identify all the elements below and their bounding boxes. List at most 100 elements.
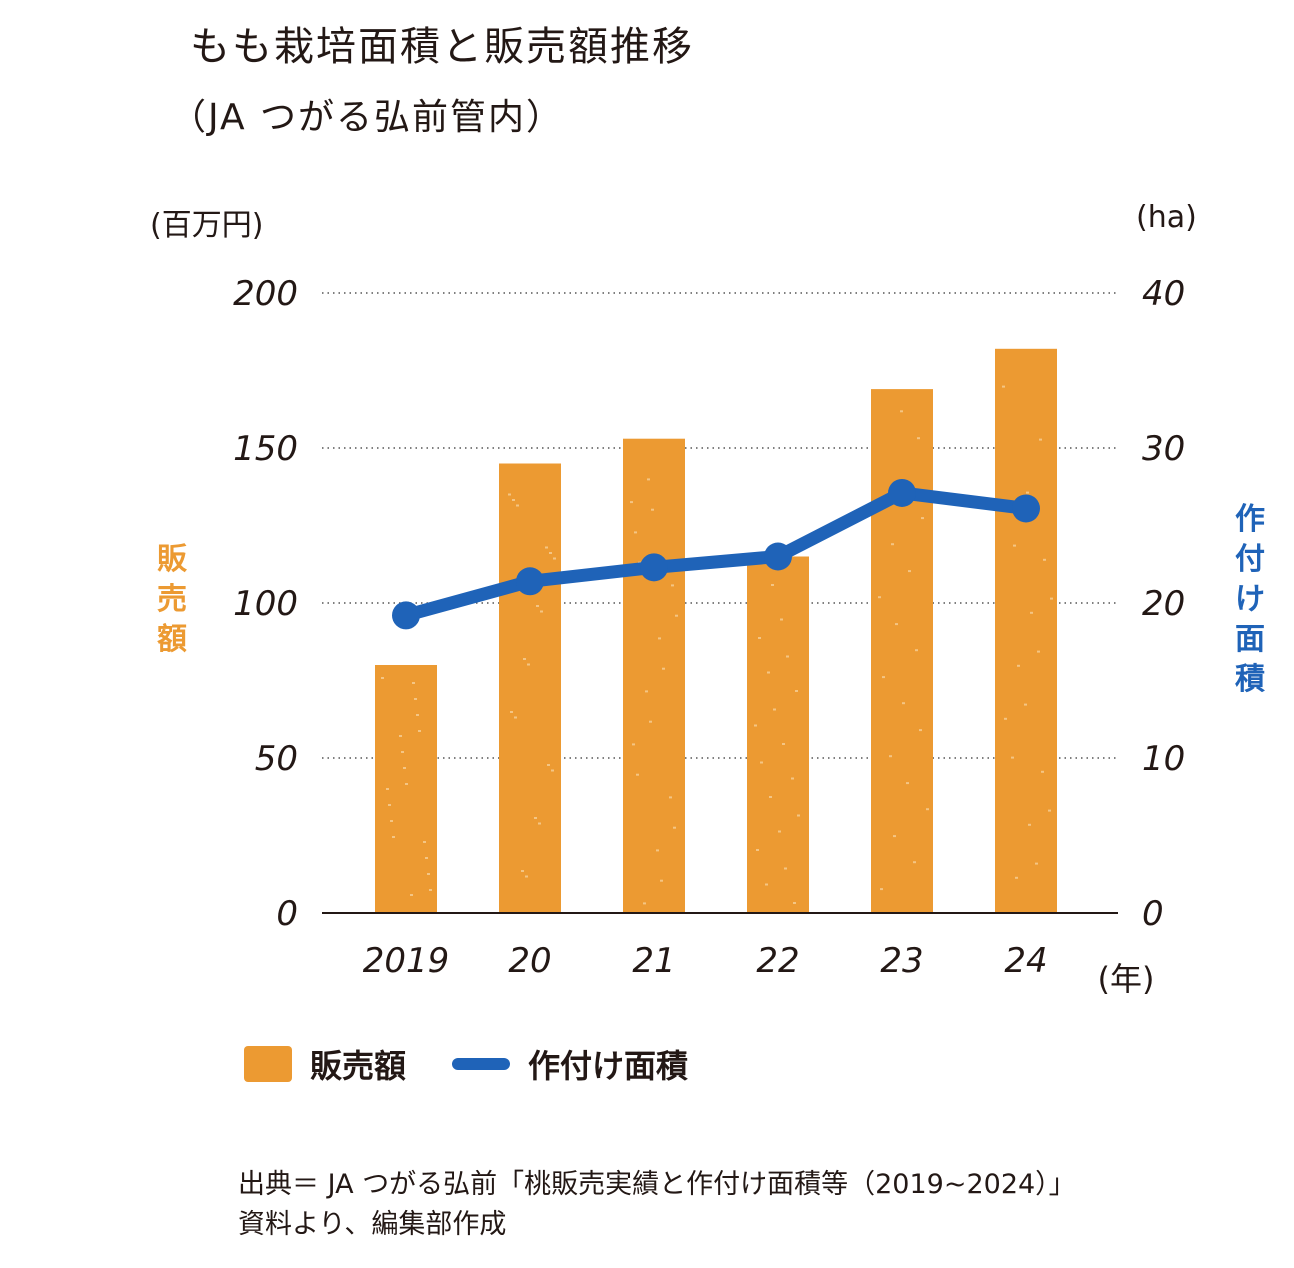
bar-texture <box>553 557 556 560</box>
bar-texture <box>771 584 774 586</box>
bar-texture <box>414 698 417 700</box>
bar-texture <box>1050 597 1053 600</box>
x-tick-label: 20 <box>508 941 551 981</box>
bar-texture <box>410 894 413 896</box>
bar-texture <box>412 682 415 684</box>
bar-texture <box>915 649 918 652</box>
bar-texture <box>767 671 770 674</box>
bar-texture <box>765 883 768 886</box>
right-tick-label: 40 <box>1142 274 1185 314</box>
bar-texture <box>906 782 909 785</box>
bar-texture <box>538 822 541 825</box>
bar-texture <box>1002 385 1005 388</box>
bar-texture <box>919 729 922 732</box>
bar-texture <box>390 820 393 822</box>
legend-line-label: 作付け面積 <box>528 1047 689 1085</box>
bar-texture <box>512 499 515 501</box>
bar-texture <box>902 702 905 705</box>
bar-texture <box>636 773 639 776</box>
x-axis-unit: (年) <box>1098 960 1155 998</box>
bar <box>499 463 561 913</box>
bar <box>995 348 1057 913</box>
left-tick-label: 200 <box>233 274 298 314</box>
bar-texture <box>521 870 524 872</box>
left-axis-unit: (百万円) <box>150 208 264 243</box>
bar-texture <box>418 730 421 732</box>
bar-texture <box>540 610 543 613</box>
line-point <box>392 601 420 630</box>
bar-texture <box>658 637 661 640</box>
bar-texture <box>527 663 530 666</box>
bar-texture <box>786 655 789 658</box>
bar-texture <box>891 543 894 546</box>
bar-texture <box>551 769 554 772</box>
line-series <box>399 486 1033 622</box>
bar-texture <box>1035 862 1038 865</box>
chart-title: もも栽培面積と販売額推移 <box>190 24 694 70</box>
bar-texture <box>926 808 929 811</box>
x-tick-label: 22 <box>756 941 799 981</box>
x-tick-label: 24 <box>1004 941 1047 981</box>
legend: 販売額 作付け面積 <box>244 1040 688 1088</box>
bar-texture <box>900 410 903 413</box>
right-tick-label: 10 <box>1142 739 1185 779</box>
bar-texture <box>1041 770 1044 773</box>
bar-texture <box>917 437 920 440</box>
bar-texture <box>880 888 883 891</box>
bar-texture <box>545 546 548 549</box>
line-point <box>1012 494 1040 523</box>
bar-texture <box>895 623 898 626</box>
bar-texture <box>632 743 635 746</box>
bar-texture <box>893 835 896 838</box>
line-point <box>640 553 668 582</box>
bar-texture <box>647 478 650 481</box>
bar-texture <box>1004 717 1007 720</box>
bar-texture <box>510 711 513 713</box>
bar-texture <box>651 508 654 511</box>
bar-texture <box>645 690 648 693</box>
bar-texture <box>793 902 796 904</box>
bar-texture <box>425 857 428 859</box>
bar <box>747 556 809 913</box>
bar-texture <box>882 676 885 679</box>
bar-texture <box>508 493 511 496</box>
left-tick-label: 0 <box>276 894 298 934</box>
bar-texture <box>1015 876 1018 879</box>
bar-texture <box>656 849 659 852</box>
bar-texture <box>773 708 776 711</box>
bar-texture <box>769 796 772 798</box>
bar-texture <box>778 830 781 833</box>
bar-texture <box>514 716 517 719</box>
bar-texture <box>675 614 678 617</box>
bar-texture <box>913 861 916 864</box>
bar-texture <box>516 504 519 507</box>
bar-texture <box>549 552 552 554</box>
bar-texture <box>405 783 408 785</box>
bar-texture <box>381 677 384 679</box>
bar-texture <box>630 501 633 504</box>
legend-bar-swatch <box>244 1046 292 1082</box>
bar-texture <box>399 735 402 737</box>
bar-texture <box>908 570 911 573</box>
line-point <box>764 542 792 571</box>
right-tick-label: 0 <box>1142 894 1164 934</box>
legend-bar-label: 販売額 <box>310 1047 407 1085</box>
legend-line-swatch <box>452 1058 511 1070</box>
bar-texture <box>669 796 672 799</box>
bar <box>871 389 933 914</box>
source-note: 出典＝ JA つがる弘前「桃販売実績と作付け面積等（2019~2024）」 資料… <box>238 1165 1076 1245</box>
x-tick-label: 21 <box>632 941 675 981</box>
bar-texture <box>1037 650 1040 653</box>
bar-texture <box>401 751 404 753</box>
bar-texture <box>791 777 794 780</box>
bar-texture <box>427 873 430 875</box>
right-tick-label: 20 <box>1142 584 1185 624</box>
source-line-2: 資料より、編集部作成 <box>238 1209 507 1240</box>
bar-texture <box>758 637 761 639</box>
bar-texture <box>388 804 391 806</box>
right-axis-unit: (ha) <box>1136 200 1197 235</box>
bar-texture <box>784 867 787 870</box>
bar-texture <box>1013 544 1016 547</box>
bar-texture <box>392 836 395 838</box>
bar-texture <box>889 755 892 758</box>
